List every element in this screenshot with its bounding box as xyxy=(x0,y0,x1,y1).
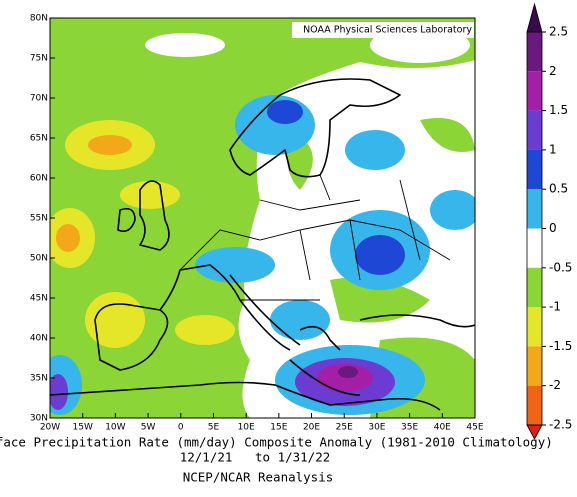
colorbar-label: -1.5 xyxy=(549,339,572,353)
colorbar-band xyxy=(527,346,542,386)
credit-box xyxy=(292,22,474,38)
lat-label: 45N xyxy=(30,294,48,304)
lon-label: 40E xyxy=(434,423,451,433)
lat-label: 55N xyxy=(30,214,48,224)
lat-label: 50N xyxy=(30,254,48,264)
lon-label: 30E xyxy=(368,423,385,433)
lon-label: 25E xyxy=(336,423,353,433)
colorbar-band xyxy=(527,32,542,72)
lat-label: 60N xyxy=(30,174,48,184)
colorbar-top xyxy=(526,2,543,33)
lat-label: 40N xyxy=(30,334,48,344)
colorbar-label: 1 xyxy=(549,142,557,156)
lat-label: 80N xyxy=(30,14,48,24)
colorbar-label: 0 xyxy=(549,221,557,235)
colorbar-band xyxy=(527,149,542,190)
lat-label: 70N xyxy=(30,94,48,104)
colorbar-band xyxy=(527,110,542,150)
colorbar-label: 1.5 xyxy=(549,103,568,117)
lat-label: 75N xyxy=(30,54,48,64)
map-field xyxy=(50,18,475,418)
colorbar-band xyxy=(527,189,542,229)
lon-label: 45E xyxy=(466,423,483,433)
caption-dates: 12/1/21 to 1/31/22 xyxy=(180,450,331,465)
lon-label: 35E xyxy=(401,423,418,433)
lon-label: 10E xyxy=(238,423,255,433)
lon-label: 5W xyxy=(141,423,156,433)
credit: NOAA Physical Sciences Laboratory xyxy=(303,25,472,36)
colorbar-band xyxy=(527,307,542,347)
colorbar-label: -0.5 xyxy=(549,260,572,274)
lat-label: 35N xyxy=(30,374,48,384)
lon-label: 20W xyxy=(40,423,60,433)
colorbar-label: -1 xyxy=(549,300,561,314)
colorbar: 2.5 2 1.5 1 0.5 0 -0.5 -1 -1.5 -2 -2.5 xyxy=(526,2,572,440)
lon-label: 0 xyxy=(178,423,184,433)
colorbar-label: 0.5 xyxy=(549,182,568,196)
lat-label: 65N xyxy=(30,134,48,144)
lon-label: 5E xyxy=(208,423,220,433)
caption-title: Surface Precipitation Rate (mm/day) Comp… xyxy=(0,435,553,450)
colorbar-band xyxy=(527,228,542,268)
colorbar-label: 2.5 xyxy=(549,25,568,39)
lon-label: 15W xyxy=(73,423,93,433)
colorbar-band xyxy=(527,385,542,425)
colorbar-label: 2 xyxy=(549,64,557,78)
lon-label: 20E xyxy=(303,423,320,433)
colorbar-label: -2 xyxy=(549,378,561,392)
colorbar-band xyxy=(527,267,542,308)
lat-label: 30N xyxy=(30,414,48,424)
colorbar-band xyxy=(527,71,542,111)
lon-label: 15E xyxy=(270,423,287,433)
colorbar-label: -2.5 xyxy=(549,418,572,432)
caption-source: NCEP/NCAR Reanalysis xyxy=(183,470,334,485)
lon-label: 10W xyxy=(105,423,125,433)
